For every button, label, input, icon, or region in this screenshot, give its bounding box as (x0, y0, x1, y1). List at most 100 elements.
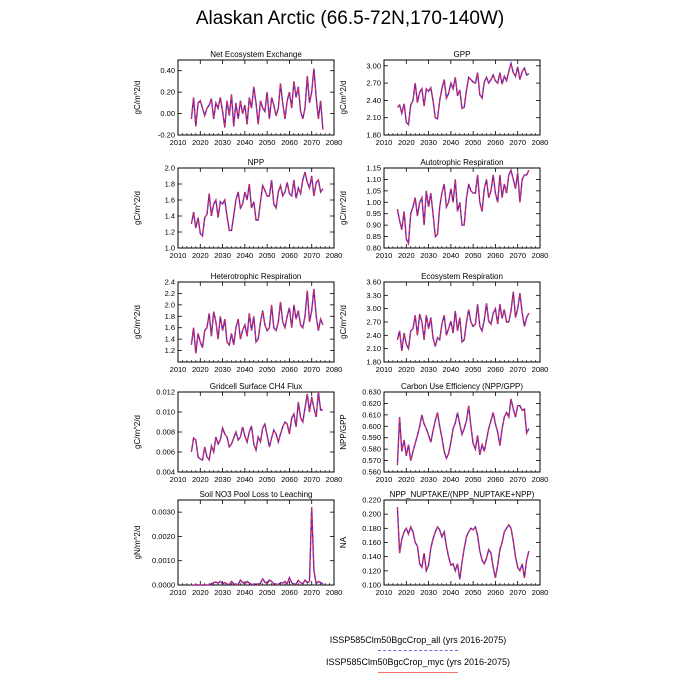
y-tick-label: 1.05 (366, 186, 381, 195)
x-tick-label: 2030 (214, 138, 231, 147)
y-tick-label: 0.100 (362, 581, 381, 590)
y-tick-label: 0.85 (366, 232, 381, 241)
y-tick-label: 1.00 (366, 198, 381, 207)
series-line-all (396, 60, 530, 127)
panel-3: NPP gC/m^2/d 2010 2020 2030 2040 2050 2060 2070 2… (133, 158, 342, 260)
x-tick-label: 2010 (170, 588, 187, 597)
x-tick-label: 2030 (420, 588, 437, 597)
y-tick-label: 2.70 (366, 318, 381, 327)
x-tick-label: 2070 (303, 365, 320, 374)
y-tick-label: 1.4 (165, 335, 175, 344)
x-tick-label: 2070 (303, 475, 320, 484)
panel-8: Carbon Use Efficiency (NPP/GPP) NPP/GPP 20… (339, 382, 548, 484)
plot-frame (383, 281, 541, 363)
panel-title: Carbon Use Efficiency (NPP/GPP) (401, 382, 523, 391)
x-tick-label: 2040 (443, 251, 460, 260)
y-tick-label: 0.180 (362, 524, 381, 533)
x-tick-label: 2060 (281, 365, 298, 374)
y-axis-label: gC/m^2/d (133, 191, 142, 225)
y-tick-label: 1.80 (366, 358, 381, 367)
panel-title: NPP_NUPTAKE/(NPP_NUPTAKE+NPP) (390, 490, 535, 499)
panel-title: Gridcell Surface CH4 Flux (210, 382, 302, 391)
y-tick-label: 1.2 (165, 228, 175, 237)
x-tick-label: 2040 (237, 138, 254, 147)
panel-9: Soil NO3 Pool Loss to Leaching gN/m^2/d 20… (133, 490, 342, 597)
x-tick-label: 2040 (237, 475, 254, 484)
x-tick-label: 2050 (465, 365, 482, 374)
y-axis-label: NPP/GPP (339, 414, 348, 450)
panel-title: Heterotrophic Respiration (211, 272, 302, 281)
x-tick-label: 2080 (326, 251, 343, 260)
x-tick-label: 2070 (509, 365, 526, 374)
y-tick-label: 0.80 (366, 244, 381, 253)
panel-10: NPP_NUPTAKE/(NPP_NUPTAKE+NPP) NA 2010 2020 2… (339, 490, 548, 597)
x-tick-label: 2020 (192, 365, 209, 374)
panel-1: Net Ecosystem Exchange gC/m^2/d 2010 2020 20… (133, 50, 342, 147)
x-tick-label: 2040 (443, 138, 460, 147)
y-tick-label: 1.4 (165, 212, 175, 221)
x-tick-label: 2080 (532, 588, 549, 597)
x-tick-label: 2080 (326, 588, 343, 597)
y-tick-label: 0.004 (156, 468, 175, 477)
y-tick-label: 3.00 (366, 304, 381, 313)
y-tick-label: 2.70 (366, 79, 381, 88)
x-tick-label: 2060 (487, 138, 504, 147)
y-tick-label: 0.0020 (152, 532, 175, 541)
y-tick-label: 2.10 (366, 344, 381, 353)
x-tick-label: 2060 (281, 251, 298, 260)
y-axis-label: gC/m^2/d (339, 305, 348, 339)
y-tick-label: 1.8 (165, 312, 175, 321)
plot-frame (177, 281, 335, 363)
x-tick-label: 2040 (237, 251, 254, 260)
y-tick-label: 1.0 (165, 244, 175, 253)
panel-title: Ecosystem Respiration (421, 272, 503, 281)
x-tick-label: 2010 (170, 251, 187, 260)
legend-item-myc: ISSP585Clm50BgcCrop_myc (yrs 2016-2075) (325, 657, 511, 667)
figure-title: Alaskan Arctic (66.5-72N,170-140W) (195, 8, 505, 29)
x-tick-label: 2050 (259, 365, 276, 374)
y-axis-label: gC/m^2/d (133, 305, 142, 339)
y-tick-label: 0.012 (156, 388, 175, 397)
series-line-myc (397, 61, 530, 126)
x-tick-label: 2020 (192, 138, 209, 147)
y-tick-label: 2.0 (165, 300, 175, 309)
panel-title: Soil NO3 Pool Loss to Leaching (200, 490, 313, 499)
x-tick-label: 2060 (281, 588, 298, 597)
x-tick-label: 2050 (259, 251, 276, 260)
y-tick-label: 0.610 (362, 410, 381, 419)
y-tick-label: 0.40 (160, 66, 175, 75)
y-tick-label: 1.80 (366, 131, 381, 140)
x-tick-label: 2020 (192, 251, 209, 260)
y-tick-label: 0.630 (362, 388, 381, 397)
series-line-myc (396, 398, 530, 466)
panel-title: NPP (248, 158, 264, 167)
x-tick-label: 2050 (259, 588, 276, 597)
x-tick-label: 2010 (170, 138, 187, 147)
series-line-all (190, 171, 324, 238)
x-tick-label: 2070 (303, 251, 320, 260)
x-tick-label: 2050 (465, 138, 482, 147)
panel-title: Autotrophic Respiration (420, 158, 503, 167)
x-tick-label: 2010 (376, 138, 393, 147)
series-line-all (190, 288, 324, 354)
x-tick-label: 2030 (420, 475, 437, 484)
series-line-myc (190, 391, 323, 462)
x-tick-label: 2060 (487, 251, 504, 260)
series-line-all (396, 398, 530, 466)
y-tick-label: 0.006 (156, 448, 175, 457)
y-tick-label: 1.2 (165, 346, 175, 355)
y-axis-label: gC/m^2/d (339, 81, 348, 115)
y-tick-label: 1.6 (165, 323, 175, 332)
x-tick-label: 2040 (443, 475, 460, 484)
x-tick-label: 2050 (259, 475, 276, 484)
y-tick-label: 1.6 (165, 196, 175, 205)
y-tick-label: 1.8 (165, 180, 175, 189)
x-tick-label: 2080 (532, 365, 549, 374)
x-tick-label: 2030 (214, 588, 231, 597)
x-tick-label: 2070 (303, 138, 320, 147)
x-tick-label: 2050 (465, 588, 482, 597)
x-tick-label: 2080 (532, 251, 549, 260)
x-tick-label: 2020 (192, 588, 209, 597)
x-tick-label: 2020 (398, 475, 415, 484)
y-axis-label: NA (339, 536, 348, 548)
